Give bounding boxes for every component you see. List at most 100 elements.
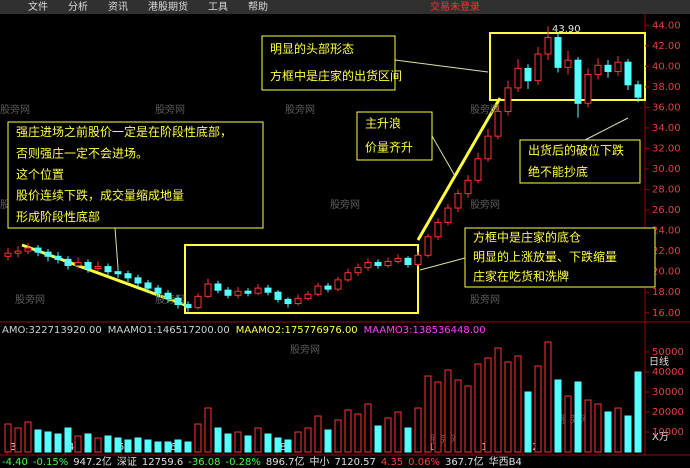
watermark: 股旁网 bbox=[155, 103, 185, 116]
volume-bar bbox=[44, 431, 52, 453]
annotation-text: 价量齐升 bbox=[365, 140, 413, 155]
annotation-text: 这个位置 bbox=[16, 167, 64, 182]
annotation-box bbox=[261, 35, 396, 91]
volume-unit: X万 bbox=[652, 432, 669, 443]
volume-bar bbox=[4, 423, 12, 453]
status-item: 深证 bbox=[117, 456, 137, 468]
menu-item[interactable]: 港股期货 bbox=[148, 0, 188, 13]
watermark: 股旁网 bbox=[0, 103, 30, 116]
candle-body bbox=[244, 290, 252, 294]
volume-bar bbox=[444, 369, 452, 453]
volume-bar bbox=[164, 441, 172, 453]
y-tick-label: 32.00 bbox=[652, 143, 681, 154]
indicator: AMO:322713920.00 bbox=[2, 325, 102, 336]
status-item: 367.7亿 bbox=[445, 455, 484, 468]
candle-body bbox=[344, 272, 352, 281]
volume-bar bbox=[14, 427, 22, 453]
candle-body bbox=[394, 257, 402, 262]
volume-bar bbox=[464, 385, 472, 453]
volume-bar bbox=[434, 381, 442, 453]
candle-body bbox=[434, 221, 442, 238]
x-tick-label: 8 bbox=[280, 442, 286, 453]
status-item: -4.40 bbox=[2, 457, 28, 468]
volume-bar bbox=[304, 427, 312, 453]
candle-body bbox=[24, 247, 32, 252]
candle-body bbox=[264, 287, 272, 293]
volume-bar bbox=[154, 441, 162, 453]
annotation-text: 绝不能抄底 bbox=[528, 164, 588, 179]
volume-bar bbox=[364, 403, 372, 453]
volume-bar bbox=[634, 371, 642, 453]
candle-body bbox=[474, 158, 482, 181]
volume-bar bbox=[224, 433, 232, 453]
volume-bar bbox=[314, 415, 322, 453]
annotation-text: 方框中是庄家的出货区间 bbox=[270, 68, 402, 83]
status-item: 7120.57 bbox=[335, 457, 376, 468]
volume-bar bbox=[504, 361, 512, 453]
volume-bar bbox=[84, 433, 92, 453]
candle-body bbox=[534, 53, 542, 82]
watermark: 股旁网 bbox=[470, 198, 500, 211]
candle-body bbox=[364, 261, 372, 269]
candle-body bbox=[4, 252, 12, 257]
candle-body bbox=[544, 37, 552, 55]
candle-body bbox=[114, 271, 122, 275]
candle-body bbox=[74, 261, 82, 267]
candle-body bbox=[574, 59, 582, 104]
volume-bar bbox=[254, 427, 262, 453]
menu-item[interactable]: 文件 bbox=[28, 0, 48, 13]
indicator: MAAMO3:138536448.00 bbox=[364, 325, 486, 336]
volume-bar bbox=[534, 365, 542, 453]
indicator: MAAMO2:175776976.00 bbox=[236, 325, 358, 336]
login-status[interactable]: 交易未登录 bbox=[430, 0, 480, 13]
volume-bar bbox=[274, 437, 282, 453]
annotation-text: 主升浪 bbox=[365, 116, 401, 131]
volume-bar bbox=[344, 409, 352, 453]
status-item: 0.06% bbox=[408, 457, 440, 468]
menu-item[interactable]: 工具 bbox=[208, 1, 228, 13]
candle-body bbox=[334, 279, 342, 290]
candle-body bbox=[44, 251, 52, 257]
candle-body bbox=[514, 67, 522, 89]
candle-body bbox=[424, 236, 432, 256]
volume-bar bbox=[554, 379, 562, 453]
volume-bar bbox=[594, 403, 602, 453]
y-tick-label: 38.00 bbox=[652, 82, 681, 93]
menu-item[interactable]: 分析 bbox=[68, 0, 88, 13]
menu-item[interactable]: 资讯 bbox=[108, 1, 128, 13]
volume-bar bbox=[544, 341, 552, 453]
pointer bbox=[419, 257, 466, 271]
volume-bar bbox=[614, 407, 622, 453]
candle-body bbox=[54, 255, 62, 260]
candle-body bbox=[624, 61, 632, 86]
volume-bar bbox=[194, 423, 202, 453]
volume-bar bbox=[424, 375, 432, 453]
volume-bar bbox=[24, 421, 32, 453]
y-tick-label: 30.00 bbox=[652, 164, 681, 175]
candle-body bbox=[124, 273, 132, 279]
candle-body bbox=[314, 285, 322, 295]
y-tick-label: 16.00 bbox=[652, 308, 681, 319]
candle-body bbox=[324, 285, 332, 290]
candle-body bbox=[284, 298, 292, 305]
candle-body bbox=[84, 261, 92, 270]
menu-item[interactable]: 帮助 bbox=[248, 0, 268, 13]
y-tick-label: 44.00 bbox=[652, 20, 681, 31]
candle-body bbox=[564, 59, 572, 68]
volume-bar bbox=[294, 431, 302, 453]
y-tick-label: 40000 bbox=[652, 367, 684, 378]
candle-body bbox=[354, 267, 362, 274]
status-item: -0.15% bbox=[33, 457, 68, 468]
volume-bar bbox=[384, 417, 392, 453]
x-tick-label: 3 bbox=[10, 442, 16, 453]
volume-bar bbox=[94, 437, 102, 453]
indicator: MAAMO1:146517200.00 bbox=[108, 325, 230, 336]
y-tick-label: 24.00 bbox=[652, 226, 681, 237]
period-label[interactable]: 日线 bbox=[649, 355, 669, 368]
annotation-text: 方框中是庄家的底仓 bbox=[473, 229, 581, 244]
y-tick-label: 20.00 bbox=[652, 267, 681, 278]
candle-body bbox=[614, 61, 622, 72]
volume-bar bbox=[524, 391, 532, 453]
volume-bar bbox=[204, 407, 212, 453]
volume-bar bbox=[244, 435, 252, 453]
